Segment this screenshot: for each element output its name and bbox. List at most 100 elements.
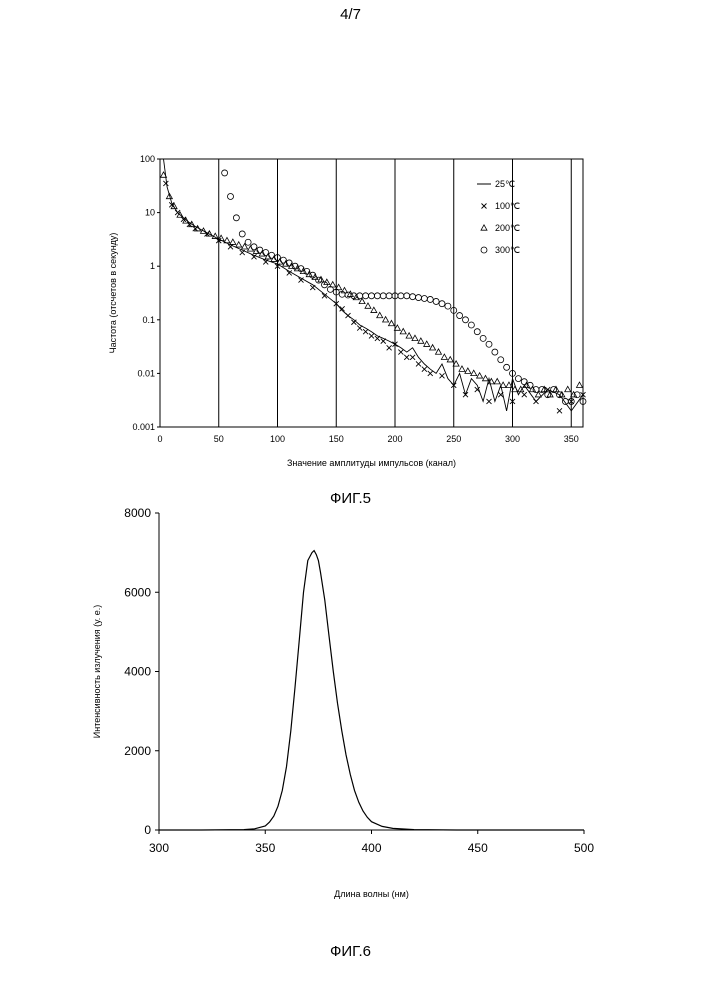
data-point-x: [486, 398, 492, 405]
data-point-triangle: [399, 327, 407, 335]
data-point-triangle: [352, 293, 360, 301]
x-tick-label: 0: [157, 434, 162, 444]
data-point-circle: [256, 246, 264, 254]
data-point-triangle: [205, 229, 214, 237]
data-point-x: [421, 366, 428, 372]
data-point-x: [568, 398, 575, 405]
data-point-triangle: [440, 353, 449, 360]
data-point-triangle: [534, 390, 543, 398]
data-point-circle: [244, 238, 252, 246]
data-point-triangle: [170, 202, 178, 210]
data-point-x: [403, 354, 410, 361]
legend-entry: 200℃: [495, 223, 520, 233]
data-point-triangle: [417, 337, 425, 344]
data-point-x: [251, 253, 257, 260]
data-point-x: [239, 249, 246, 256]
series-0: [163, 158, 584, 412]
x-tick-label: 300: [505, 434, 520, 444]
legend-entry: 300℃: [495, 245, 520, 255]
data-point-x: [356, 325, 363, 331]
data-point-circle: [520, 378, 528, 386]
data-point-circle: [397, 292, 405, 300]
data-point-circle: [321, 281, 328, 289]
data-point-triangle: [211, 232, 219, 239]
data-point-x: [286, 270, 293, 276]
data-point-circle: [409, 293, 417, 301]
x-tick-label: 250: [446, 434, 461, 444]
data-point-circle: [567, 398, 575, 405]
figure-6-caption: ФИГ.6: [330, 943, 371, 960]
data-point-triangle: [276, 257, 284, 265]
data-point-x: [174, 209, 181, 216]
data-point-circle: [385, 292, 393, 300]
data-point-triangle: [252, 247, 261, 254]
data-point-circle: [556, 391, 563, 399]
data-point-circle: [315, 276, 323, 284]
data-point-circle: [426, 296, 434, 303]
data-point-circle: [232, 214, 240, 222]
data-point-triangle: [387, 319, 396, 327]
data-point-circle: [279, 256, 287, 264]
data-point-circle: [514, 375, 522, 382]
x-tick-label: 500: [574, 841, 594, 855]
y-tick-label: 10: [145, 208, 155, 218]
data-point-x: [168, 201, 175, 208]
x-tick-label: 200: [387, 434, 402, 444]
data-point-x: [298, 277, 304, 283]
data-point-circle: [368, 292, 375, 300]
data-point-triangle: [411, 334, 419, 341]
data-point-triangle: [505, 381, 513, 388]
data-point-x: [362, 328, 369, 335]
x-tick-label: 50: [214, 434, 224, 444]
data-point-circle: [467, 321, 475, 329]
data-point-x: [351, 319, 357, 326]
data-point-circle: [262, 249, 270, 256]
data-point-circle: [550, 386, 558, 393]
data-point-x: [227, 243, 234, 250]
data-point-x: [409, 354, 416, 361]
series-3: [221, 169, 587, 405]
data-point-x: [439, 373, 445, 379]
data-point-triangle: [176, 211, 184, 218]
x-tick-label: 150: [329, 434, 344, 444]
y-tick-label: 6000: [124, 585, 151, 599]
data-point-x: [580, 391, 586, 398]
data-point-circle: [479, 334, 487, 342]
data-point-circle: [415, 294, 422, 301]
data-point-x: [333, 300, 340, 307]
data-point-circle: [250, 243, 258, 251]
data-point-triangle: [235, 240, 243, 248]
page-number: 4/7: [340, 6, 361, 23]
data-point-triangle: [270, 255, 278, 262]
data-point-triangle: [159, 171, 168, 178]
data-point-triangle: [511, 385, 519, 393]
data-point-circle: [432, 298, 440, 305]
data-point-x: [462, 391, 469, 398]
data-point-triangle: [480, 223, 488, 231]
data-point-triangle: [188, 220, 196, 228]
data-point-triangle: [452, 359, 460, 367]
legend-entry: 25℃: [495, 179, 515, 189]
data-point-circle: [356, 292, 364, 300]
data-point-triangle: [517, 385, 525, 393]
data-point-triangle: [564, 385, 572, 393]
series-line-25C: [163, 158, 584, 412]
y-tick-label: 8000: [124, 506, 151, 520]
data-point-triangle: [182, 216, 190, 224]
data-point-circle: [491, 348, 499, 356]
x-tick-label: 400: [361, 841, 381, 855]
x-tick-label: 350: [255, 841, 275, 855]
data-point-triangle: [193, 224, 202, 232]
data-point-circle: [544, 391, 552, 399]
data-point-triangle: [264, 252, 272, 260]
data-point-circle: [462, 316, 469, 324]
chart-emission-spectrum: 300 350 400 450 500 0 2000 4000 6000 8000 Длина во…: [92, 506, 594, 899]
data-point-x: [497, 391, 504, 398]
data-point-triangle: [458, 365, 466, 372]
data-point-x: [415, 361, 422, 367]
data-point-x: [533, 398, 539, 405]
data-point-circle: [309, 271, 317, 279]
data-point-circle: [450, 306, 458, 314]
data-point-triangle: [293, 264, 302, 272]
data-point-triangle: [246, 244, 255, 252]
